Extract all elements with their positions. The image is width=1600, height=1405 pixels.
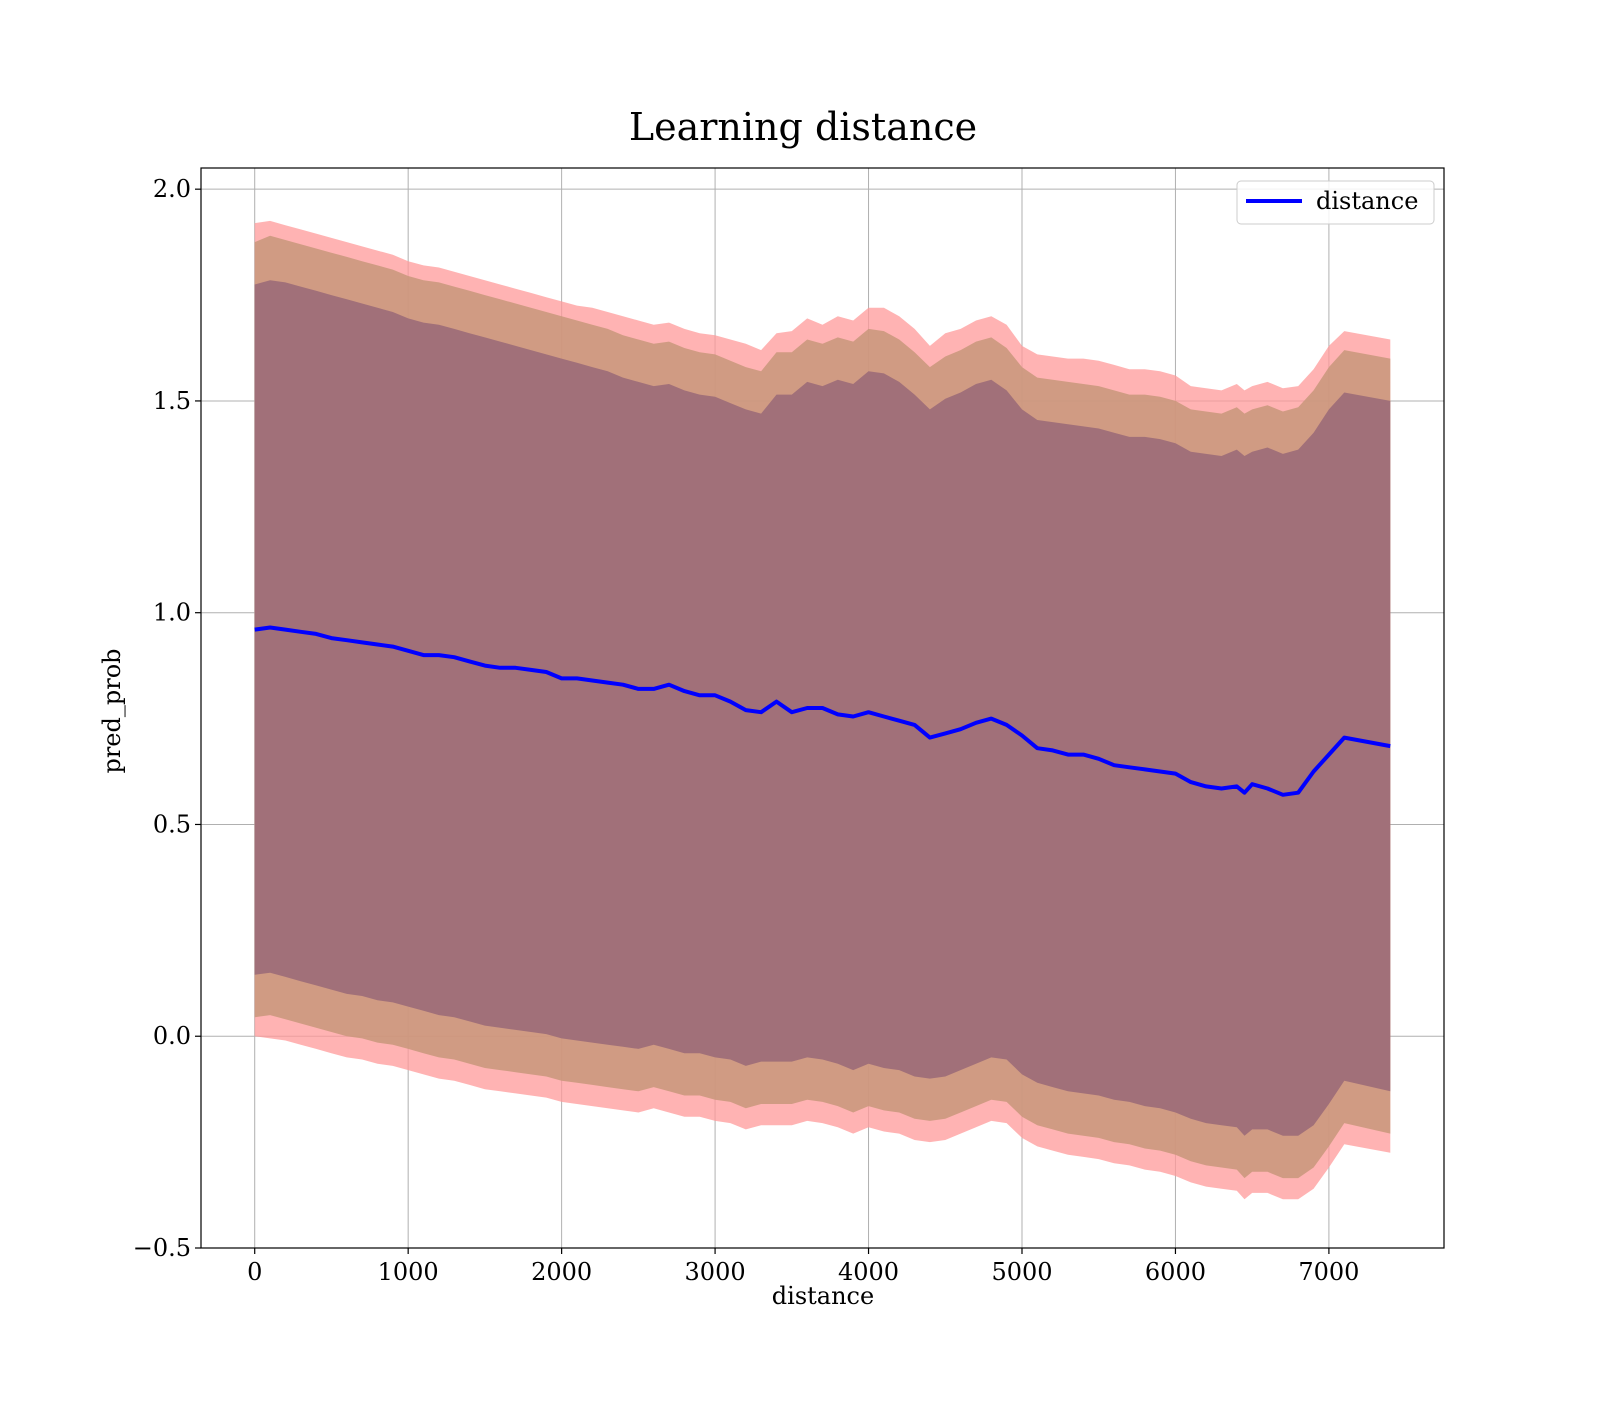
chart-title: Learning distance xyxy=(629,105,977,149)
y-tick-label: 0.5 xyxy=(153,810,191,838)
legend-box xyxy=(1236,180,1435,225)
legend-label: distance xyxy=(1316,187,1418,215)
legend: distance xyxy=(1236,180,1435,225)
x-tick-label: 3000 xyxy=(685,1258,746,1286)
x-axis-label: distance xyxy=(772,1282,874,1310)
axes-frame xyxy=(200,167,1445,1249)
x-tick-label: 2000 xyxy=(531,1258,592,1286)
x-tick-label: 5000 xyxy=(991,1258,1052,1286)
y-tick-label: −0.5 xyxy=(133,1234,191,1262)
x-tick-label: 6000 xyxy=(1145,1258,1206,1286)
series-line-distance xyxy=(254,625,1391,797)
y-tick-label: 1.0 xyxy=(153,599,191,627)
y-tick-label: 0.0 xyxy=(153,1022,191,1050)
y-tick-label: 2.0 xyxy=(153,175,191,203)
y-axis-label: pred_prob xyxy=(98,648,126,773)
x-tick-label: 0 xyxy=(247,1258,262,1286)
y-axis-ticks: −0.5 0.0 0.5 1.0 1.5 2.0 xyxy=(133,175,201,1262)
series-lines xyxy=(254,625,1391,797)
y-tick-label: 1.5 xyxy=(153,387,191,415)
x-tick-label: 4000 xyxy=(838,1258,899,1286)
x-tick-label: 7000 xyxy=(1298,1258,1359,1286)
x-tick-label: 1000 xyxy=(378,1258,439,1286)
x-axis-ticks: 0 1000 2000 3000 4000 5000 6000 7000 xyxy=(247,1248,1359,1286)
